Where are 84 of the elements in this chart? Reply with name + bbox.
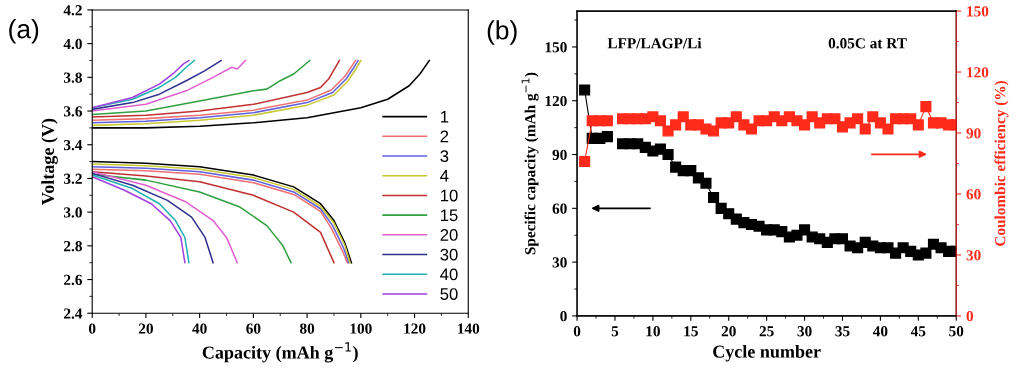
x-tick-label: 35 — [835, 326, 850, 337]
y-tick-label: 60 — [552, 203, 567, 214]
y-tick-label: 2.8 — [64, 240, 82, 252]
annotation: LFP/LAGP/Li — [607, 37, 702, 49]
y-tick-label: 3.8 — [63, 72, 82, 83]
y2-tick-label: 150 — [967, 6, 989, 17]
y-tick-label: 3.2 — [63, 173, 82, 184]
y-tick-label: 2.6 — [64, 274, 83, 286]
point — [852, 113, 864, 125]
point — [920, 247, 932, 259]
point — [579, 155, 591, 168]
x-tick-label: 120 — [404, 323, 426, 334]
point — [662, 148, 674, 161]
point — [912, 119, 924, 131]
x-tick-label: 15 — [684, 326, 698, 337]
legend-label: 2 — [440, 130, 449, 143]
point — [859, 123, 871, 135]
x-tick-label: 30 — [797, 326, 812, 337]
y2-tick-label: 30 — [966, 250, 981, 261]
point — [707, 192, 720, 204]
line-series — [92, 172, 214, 264]
legend-label: 50 — [440, 288, 458, 300]
x-tick-label: 50 — [949, 326, 964, 337]
x-tick-label: 5 — [611, 326, 619, 337]
legend-label: 10 — [441, 189, 458, 202]
legend-label: 1 — [441, 110, 449, 123]
y2-tick-label: 0 — [966, 311, 974, 322]
point — [579, 84, 591, 96]
x-tick-label: 80 — [299, 323, 315, 334]
y-tick-label: 90 — [552, 149, 567, 160]
point — [601, 131, 613, 143]
x-tick-label: 40 — [872, 326, 888, 337]
x-axis-title: Capacity (mAh g$^{−1}$) — [202, 342, 358, 363]
y-tick-label: 4.0 — [63, 38, 82, 50]
point — [601, 115, 613, 127]
legend-label: 4 — [440, 170, 449, 182]
legend-label: 3 — [440, 150, 449, 163]
x-tick-label: 140 — [458, 323, 480, 334]
legend-label: 20 — [440, 229, 458, 241]
line-series — [92, 59, 247, 112]
legend-label: 15 — [441, 209, 458, 222]
x-tick-label: 10 — [646, 326, 660, 337]
x-tick-label: 20 — [138, 323, 153, 334]
y-tick-label: 150 — [545, 42, 567, 53]
y-tick-label: 3.6 — [63, 106, 83, 117]
y-tick-label: 3.0 — [63, 207, 82, 218]
y-tick-label: 30 — [552, 257, 567, 268]
line-series — [92, 170, 239, 264]
x-axis-title: Cycle number — [713, 345, 821, 362]
y-tick-label: 0 — [560, 311, 567, 322]
y2-tick-label: 120 — [967, 67, 989, 78]
x-tick-label: 60 — [246, 323, 261, 334]
point — [700, 177, 712, 189]
y2-tick-label: 60 — [966, 189, 981, 200]
legend-label: 40 — [440, 268, 458, 281]
x-tick-label: 20 — [721, 326, 736, 337]
chart-title: (a) — [9, 19, 39, 44]
point — [707, 125, 720, 137]
legend-label: 30 — [440, 248, 458, 261]
y-tick-label: 120 — [545, 95, 567, 107]
y-tick-label: 2.4 — [64, 308, 83, 319]
x-tick-label: 40 — [192, 323, 207, 334]
point — [799, 119, 811, 131]
point — [920, 101, 932, 113]
x-tick-label: 0 — [88, 323, 96, 334]
y-tick-label: 3.4 — [63, 139, 83, 151]
chart-title: (b) — [487, 20, 517, 45]
annotation: 0.05C at RT — [828, 38, 907, 49]
point — [829, 113, 841, 125]
point — [670, 119, 682, 131]
line-series — [92, 59, 222, 111]
x-tick-label: 45 — [910, 326, 926, 337]
point — [654, 115, 667, 127]
x-tick-label: 0 — [573, 326, 581, 337]
y2-tick-label: 90 — [966, 128, 981, 139]
y2-axis-title: Coulombic efficiency (%) — [994, 81, 1009, 246]
y-axis-title: Voltage (V) — [41, 118, 58, 205]
x-tick-label: 100 — [350, 323, 372, 334]
point — [745, 123, 758, 135]
line-series — [92, 59, 311, 116]
x-tick-label: 25 — [759, 326, 774, 337]
point — [882, 123, 894, 135]
y-tick-label: 4.2 — [63, 5, 82, 16]
y-axis-title: Specific capacity (mAh g$^{−1}$) — [521, 72, 539, 255]
